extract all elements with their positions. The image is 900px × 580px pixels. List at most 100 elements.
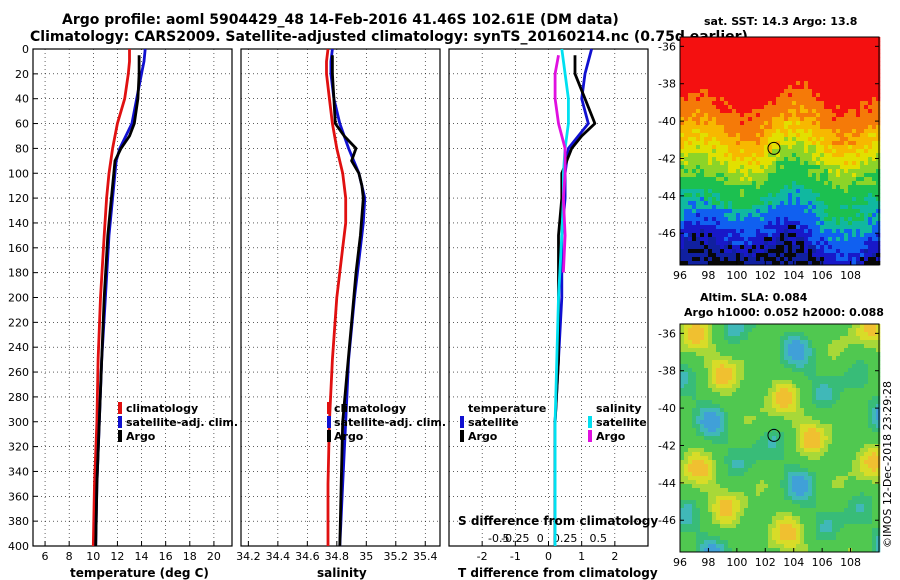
- map-cell: [860, 408, 865, 413]
- map-cell: [776, 464, 781, 469]
- map-cell: [712, 149, 717, 154]
- map-cell: [748, 344, 753, 349]
- map-cell: [736, 249, 741, 254]
- map-cell: [700, 165, 705, 170]
- map-cell: [728, 428, 733, 433]
- map-cell: [864, 336, 869, 341]
- map-cell: [856, 237, 861, 242]
- map-cell: [732, 157, 737, 162]
- map-cell: [832, 89, 837, 94]
- map-cell: [772, 368, 777, 373]
- map-cell: [752, 89, 757, 94]
- map-cell: [856, 201, 861, 206]
- map-cell: [868, 153, 873, 158]
- map-cell: [704, 205, 709, 210]
- map-cell: [824, 408, 829, 413]
- map-cell: [876, 205, 881, 210]
- map-cell: [804, 77, 809, 82]
- map-cell: [760, 189, 765, 194]
- map-cell: [832, 173, 837, 178]
- map-cell: [776, 193, 781, 198]
- map-cell: [836, 209, 841, 214]
- map-cell: [796, 237, 801, 242]
- map-cell: [712, 97, 717, 102]
- map-cell: [772, 149, 777, 154]
- map-cell: [776, 380, 781, 385]
- map-cell: [788, 348, 793, 353]
- map-cell: [816, 328, 821, 333]
- map-cell: [768, 225, 773, 230]
- map-cell: [744, 189, 749, 194]
- map-cell: [860, 93, 865, 98]
- map-cell: [872, 356, 877, 361]
- map-cell: [840, 249, 845, 254]
- map-cell: [856, 384, 861, 389]
- map-cell: [756, 400, 761, 405]
- map-cell: [720, 460, 725, 465]
- map-cell: [876, 241, 881, 246]
- map-cell: [832, 380, 837, 385]
- map-cell: [792, 456, 797, 461]
- map-cell: [792, 105, 797, 110]
- map-cell: [772, 221, 777, 226]
- map-cell: [796, 213, 801, 218]
- map-cell: [836, 340, 841, 345]
- map-cell: [840, 73, 845, 78]
- map-cell: [692, 229, 697, 234]
- map-cell: [864, 344, 869, 349]
- map-cell: [700, 229, 705, 234]
- map-cell: [804, 213, 809, 218]
- map-cell: [692, 340, 697, 345]
- map-cell: [864, 101, 869, 106]
- map-cell: [696, 225, 701, 230]
- map-cell: [764, 472, 769, 477]
- sst-argo-location-marker: [767, 141, 781, 155]
- map-cell: [716, 121, 721, 126]
- map-cell: [832, 408, 837, 413]
- map-cell: [704, 440, 709, 445]
- map-cell: [688, 209, 693, 214]
- map-cell: [700, 396, 705, 401]
- map-cell: [772, 444, 777, 449]
- map-cell: [840, 384, 845, 389]
- map-cell: [876, 229, 881, 234]
- map-cell: [740, 185, 745, 190]
- map-cell: [788, 428, 793, 433]
- map-cell: [868, 352, 873, 357]
- map-cell: [772, 161, 777, 166]
- map-cell: [868, 336, 873, 341]
- map-cell: [736, 420, 741, 425]
- map-cell: [772, 324, 777, 329]
- map-cell: [788, 77, 793, 82]
- map-cell: [732, 69, 737, 74]
- map-cell: [740, 404, 745, 409]
- map-cell: [684, 149, 689, 154]
- map-cell: [876, 105, 881, 110]
- map-cell: [872, 464, 877, 469]
- map-cell: [840, 444, 845, 449]
- map-cell: [796, 157, 801, 162]
- map-cell: [764, 77, 769, 82]
- map-cell: [832, 396, 837, 401]
- map-cell: [864, 189, 869, 194]
- map-cell: [688, 253, 693, 258]
- map-cell: [856, 193, 861, 198]
- map-cell: [784, 109, 789, 114]
- map-cell: [696, 229, 701, 234]
- map-cell: [784, 340, 789, 345]
- map-cell: [860, 360, 865, 365]
- map-cell: [760, 217, 765, 222]
- map-cell: [688, 85, 693, 90]
- map-cell: [692, 77, 697, 82]
- map-cell: [804, 93, 809, 98]
- map-cell: [860, 396, 865, 401]
- map-cell: [784, 169, 789, 174]
- map-cell: [816, 460, 821, 465]
- map-cell: [876, 153, 881, 158]
- map-cell: [772, 193, 777, 198]
- map-cell: [780, 388, 785, 393]
- map-cell: [856, 257, 861, 262]
- map-cell: [684, 129, 689, 134]
- map-cell: [692, 360, 697, 365]
- map-cell: [772, 173, 777, 178]
